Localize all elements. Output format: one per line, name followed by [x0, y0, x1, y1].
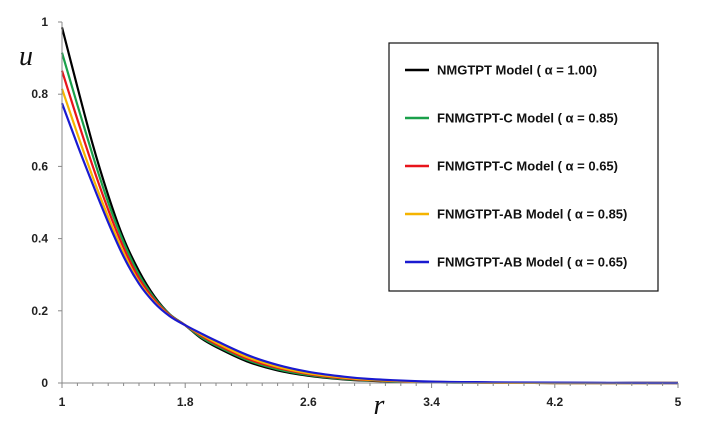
- series-layer: [60, 27, 679, 385]
- y-tick-label: 1: [41, 15, 48, 29]
- series-line-5: [60, 102, 679, 385]
- y-tick-label: 0.6: [31, 159, 48, 173]
- x-tick-label: 5: [675, 395, 682, 409]
- x-tick-label: 2.6: [300, 395, 317, 409]
- legend-label: FNMGTPT-C Model ( α = 0.65): [437, 159, 618, 174]
- x-tick-label: 1: [59, 395, 66, 409]
- x-tick-label: 1.8: [177, 395, 194, 409]
- legend-box: [388, 42, 659, 292]
- y-axis-title: u: [19, 41, 33, 72]
- legend-label: FNMGTPT-C Model ( α = 0.85): [437, 111, 618, 126]
- legend-label: FNMGTPT-AB Model ( α = 0.65): [437, 255, 627, 270]
- legend-items: NMGTPT Model ( α = 1.00) FNMGTPT-C Model …: [405, 63, 627, 270]
- legend-label: NMGTPT Model ( α = 1.00): [437, 63, 597, 78]
- x-ticks: 1 1.8 2.6 3.4 4.2 5: [59, 383, 682, 409]
- y-ticks: 0 0.2 0.4 0.6 0.8 1: [31, 15, 62, 390]
- y-tick-label: 0.4: [31, 232, 48, 246]
- legend-label: FNMGTPT-AB Model ( α = 0.85): [437, 207, 627, 222]
- y-tick-label: 0.8: [31, 87, 48, 101]
- x-axis-title: r: [374, 390, 385, 421]
- x-tick-label: 4.2: [546, 395, 563, 409]
- y-tick-label: 0.2: [31, 304, 48, 318]
- y-tick-label: 0: [41, 376, 48, 390]
- legend: NMGTPT Model ( α = 1.00) FNMGTPT-C Model …: [388, 42, 659, 292]
- x-tick-label: 3.4: [423, 395, 440, 409]
